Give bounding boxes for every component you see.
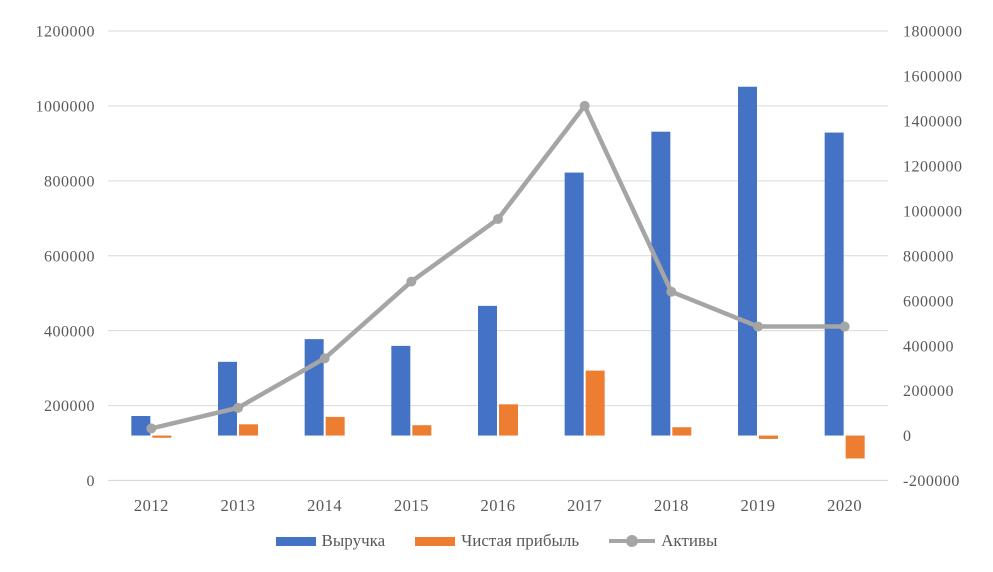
legend-label-revenue: Выручка [321,531,386,550]
y-axis-right-tick: 1200000 [903,158,963,175]
legend-item-net-profit: Чистая прибыль [415,531,579,551]
x-axis-label-2017: 2017 [567,496,602,515]
y-axis-right-tick: 1600000 [903,69,963,86]
y-axis-right-tick: 400000 [903,338,954,355]
legend-line-marker-icon [609,535,656,547]
line-marker-2017 [579,100,590,111]
y-axis-left-tick: 600000 [44,248,95,265]
bar-revenue-2013 [218,361,237,436]
x-axis-label-2015: 2015 [394,496,429,515]
legend-item-revenue: Выручка [275,531,386,551]
legend-label-assets: Активы [661,531,718,550]
bar-net-profit-2017 [585,370,605,436]
x-axis-label-2013: 2013 [221,496,256,515]
line-marker-2012 [146,423,157,434]
bar-net-profit-2014 [325,416,345,436]
legend-item-assets: Активы [609,531,717,551]
y-axis-right-tick: 1000000 [903,203,963,220]
bar-net-profit-2016 [499,404,518,436]
y-axis-left-tick: 1000000 [36,99,96,116]
bar-net-profit-2018 [672,427,692,436]
y-axis-right-tick: 0 [903,428,912,445]
y-axis-left-tick: 0 [87,473,96,490]
x-axis-label-2018: 2018 [654,496,689,515]
line-marker-2018 [666,286,677,297]
bar-revenue-2012 [131,415,151,436]
y-axis-right-tick: 1400000 [903,114,963,131]
y-axis-left-tick: 800000 [44,173,95,190]
y-axis-right-tick: -200000 [903,473,960,490]
x-axis-label-2012: 2012 [134,496,169,515]
y-axis-right-tick: 600000 [903,293,954,310]
y-axis-right-tick: 200000 [903,383,954,400]
legend-swatch-revenue-icon [275,536,316,546]
bar-revenue-2020 [824,132,844,436]
bar-net-profit-2020 [845,435,865,459]
legend-label-net-profit: Чистая прибыль [461,531,580,550]
line-marker-2020 [839,321,850,332]
bar-net-profit-2012 [152,435,172,438]
line-marker-2014 [319,353,330,364]
bar-revenue-2016 [478,305,497,436]
x-axis-label-2016: 2016 [481,496,516,515]
bar-net-profit-2019 [759,435,778,439]
bar-revenue-2014 [304,339,324,436]
legend-swatch-net-profit-icon [415,536,456,546]
bar-net-profit-2013 [239,424,258,436]
bar-net-profit-2015 [412,425,432,436]
line-marker-2015 [406,276,417,287]
bar-revenue-2015 [391,345,411,436]
legend: Выручка Чистая прибыль Активы [0,531,993,551]
y-axis-left-tick: 400000 [44,323,95,340]
x-axis-label-2019: 2019 [741,496,776,515]
y-axis-right-tick: 800000 [903,248,954,265]
bar-revenue-2018 [651,131,671,436]
bar-revenue-2019 [738,86,757,436]
line-marker-2019 [753,321,763,332]
bar-revenue-2017 [564,172,584,436]
line-marker-2013 [233,402,243,413]
y-axis-left-tick: 1200000 [36,24,96,41]
x-axis-label-2020: 2020 [827,496,862,515]
y-axis-right-tick: 1800000 [903,24,963,41]
x-axis-label-2014: 2014 [307,496,342,515]
line-marker-2016 [493,214,503,225]
y-axis-left-tick: 200000 [44,398,95,415]
